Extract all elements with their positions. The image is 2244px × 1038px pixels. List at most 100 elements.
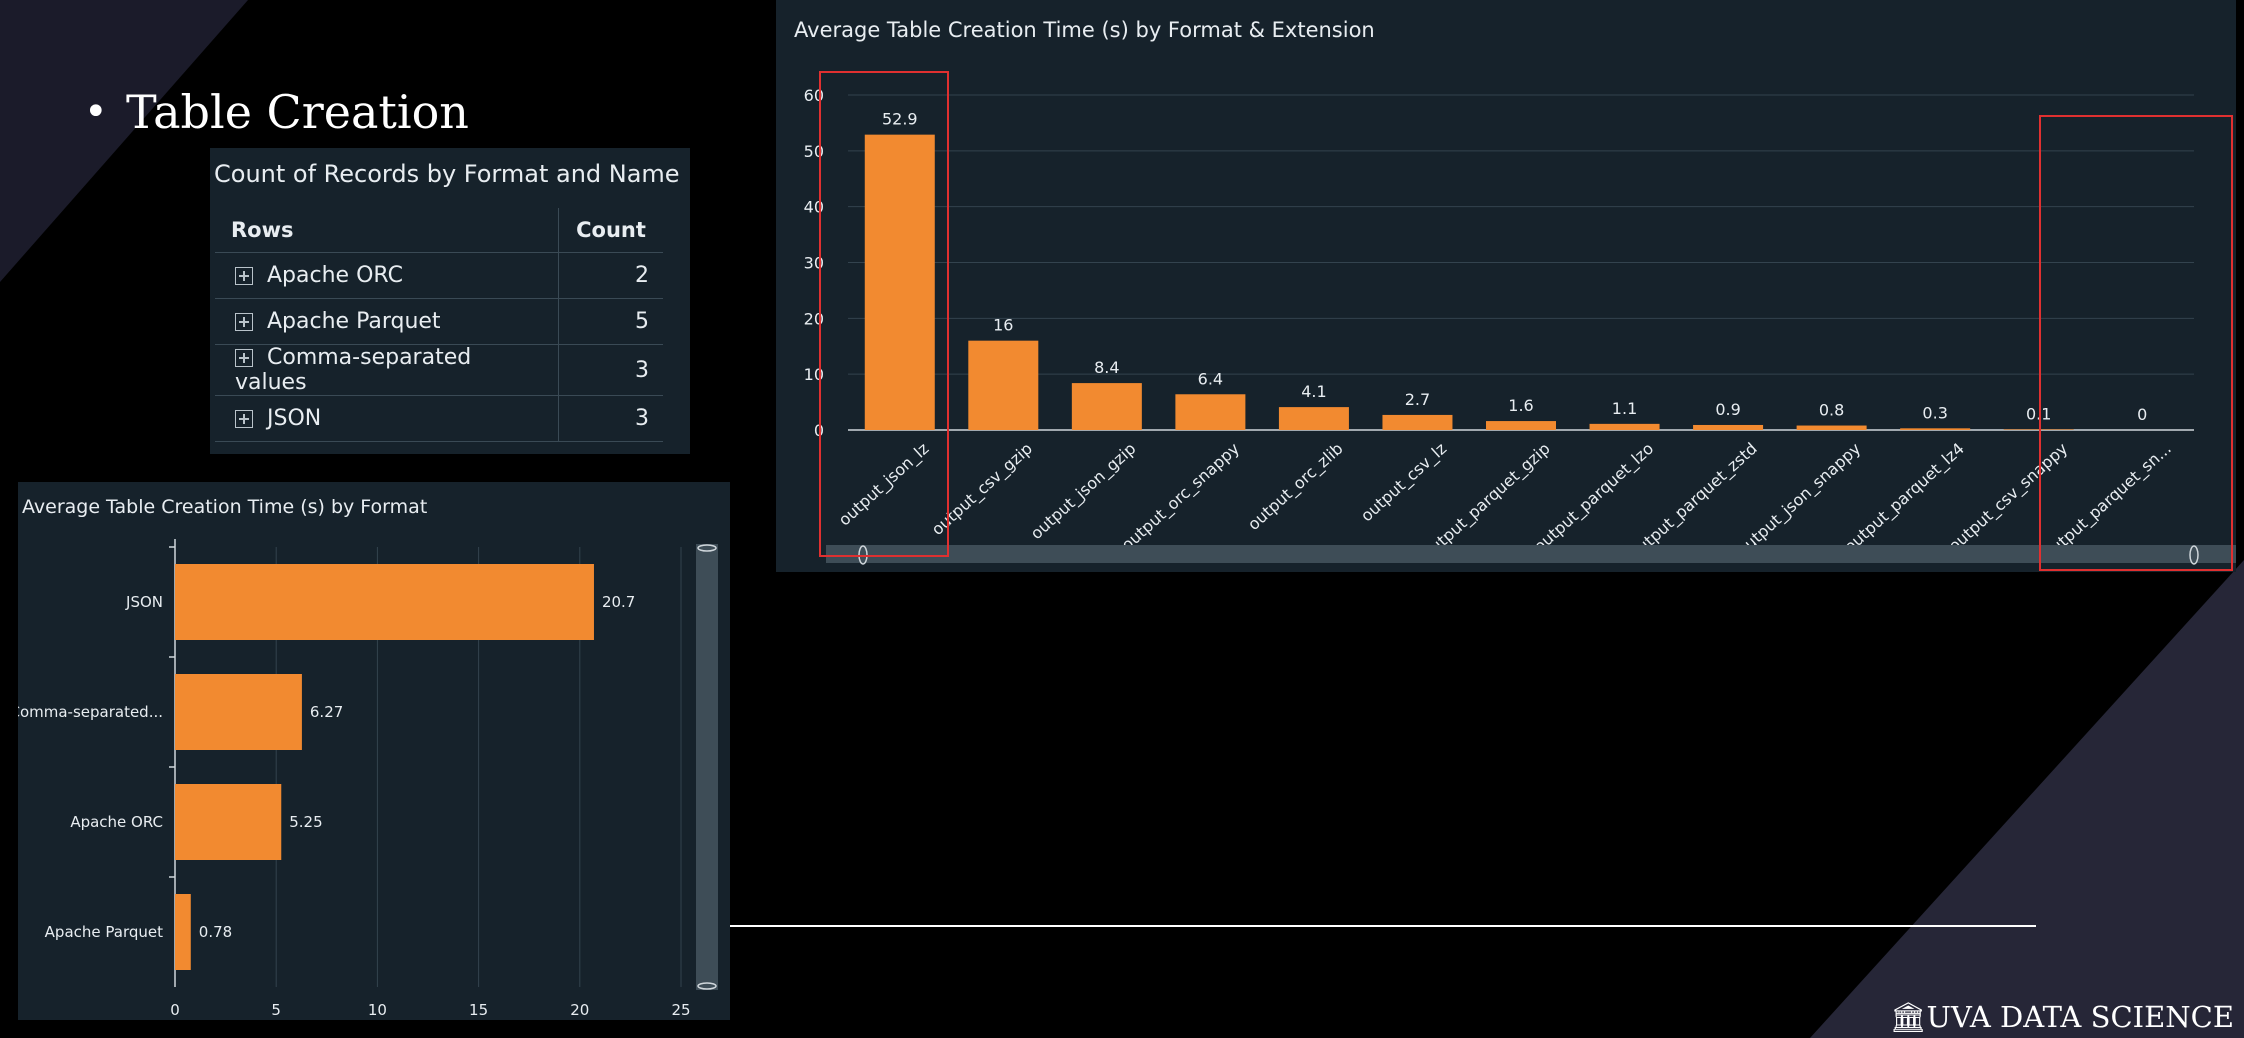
pivot-header-row: Rows Count xyxy=(215,208,663,253)
bar xyxy=(2003,429,2074,430)
row-count: 3 xyxy=(558,344,663,396)
format-bar-chart-panel: Average Table Creation Time (s) by Forma… xyxy=(18,482,730,1020)
data-label: 52.9 xyxy=(882,110,918,129)
extension-chart-title: Average Table Creation Time (s) by Forma… xyxy=(794,18,1375,42)
bar xyxy=(1278,407,1349,430)
bullet-dot: • xyxy=(84,89,108,135)
bar xyxy=(1900,428,1971,430)
bar xyxy=(1693,424,1764,430)
table-row: JSON 3 xyxy=(215,395,663,442)
data-label: 0.3 xyxy=(1922,403,1947,422)
data-label: 0.78 xyxy=(199,923,232,941)
y-tick-label: 30 xyxy=(804,254,824,273)
bar xyxy=(864,134,935,430)
expand-icon[interactable] xyxy=(235,410,253,428)
pivot-table-title: Count of Records by Format and Name xyxy=(214,160,680,188)
table-row: Apache ORC 2 xyxy=(215,252,663,299)
data-label: 20.7 xyxy=(602,593,635,611)
expand-icon[interactable] xyxy=(235,313,253,331)
data-label: 5.25 xyxy=(289,813,322,831)
extension-bar-chart-panel: Average Table Creation Time (s) by Forma… xyxy=(776,0,2236,572)
x-tick-label: 5 xyxy=(271,1001,281,1019)
pivot-table: Rows Count Apache ORC 2 Apache Parquet 5… xyxy=(215,208,663,442)
pivot-table-panel: Count of Records by Format and Name Rows… xyxy=(210,148,690,454)
bar xyxy=(1071,383,1142,430)
y-tick-label: 40 xyxy=(804,198,824,217)
bar xyxy=(1589,423,1660,430)
scroll-handle-right xyxy=(2189,545,2199,565)
row-label: JSON xyxy=(267,406,322,431)
y-tick-label: 60 xyxy=(804,86,824,105)
row-label: Apache ORC xyxy=(267,263,403,288)
x-tick-label: 25 xyxy=(671,1001,690,1019)
y-tick-label: Apache Parquet xyxy=(45,923,163,941)
y-tick-label: 50 xyxy=(804,142,824,161)
bar xyxy=(1175,394,1246,430)
slide-bullet-text: Table Creation xyxy=(126,85,469,139)
row-label: Apache Parquet xyxy=(267,309,441,334)
divider-line xyxy=(730,925,2036,927)
y-tick-label: 20 xyxy=(804,309,824,328)
background-shape-bottom-right xyxy=(1810,560,2244,1038)
row-count: 2 xyxy=(558,252,663,299)
data-label: 8.4 xyxy=(1094,358,1119,377)
data-label: 0.9 xyxy=(1715,400,1740,419)
data-label: 0.1 xyxy=(2026,404,2051,423)
vertical-scrollbar xyxy=(696,544,718,990)
y-tick-label: Apache ORC xyxy=(70,813,163,831)
y-tick-label: Comma-separated... xyxy=(18,703,163,721)
row-count: 3 xyxy=(558,395,663,442)
format-bar-chart: 0 5 10 15 20 25 20.7 JSON 6.27 Comma-separated...… xyxy=(18,539,718,1019)
background-shape-top-left xyxy=(0,0,248,282)
rotunda-icon: 🏛 xyxy=(1889,1000,1927,1034)
highlight-box-right xyxy=(2039,115,2233,571)
data-label: 1.6 xyxy=(1508,396,1533,415)
bar xyxy=(175,674,302,750)
data-label: 6.4 xyxy=(1198,369,1223,388)
row-count: 5 xyxy=(558,298,663,345)
uva-logo: 🏛UVA DATA SCIENCE xyxy=(1890,1000,2234,1035)
header-rows[interactable]: Rows xyxy=(215,208,559,253)
data-label: 16 xyxy=(993,316,1013,335)
data-label: 4.1 xyxy=(1301,382,1326,401)
x-tick-label: output_json_lz xyxy=(835,439,933,530)
data-label: 0 xyxy=(2137,405,2147,424)
expand-icon[interactable] xyxy=(235,349,253,367)
bar xyxy=(968,340,1039,430)
y-tick-label: 10 xyxy=(804,365,824,384)
data-label: 2.7 xyxy=(1405,390,1430,409)
table-row: Apache Parquet 5 xyxy=(215,298,663,345)
data-label: 1.1 xyxy=(1612,399,1637,418)
bar xyxy=(175,784,282,860)
x-tick-label: output_json_gzip xyxy=(1027,439,1140,544)
highlight-box-left xyxy=(819,71,949,557)
data-label: 6.27 xyxy=(310,703,343,721)
x-tick-label: 0 xyxy=(170,1001,180,1019)
y-tick-label: 0 xyxy=(814,421,824,440)
bar xyxy=(1486,421,1556,430)
format-chart-title: Average Table Creation Time (s) by Forma… xyxy=(22,496,428,518)
x-tick-label: output_csv_lz xyxy=(1357,439,1451,526)
data-label: 0.8 xyxy=(1819,401,1844,420)
x-tick-label: 10 xyxy=(368,1001,387,1019)
scroll-handle-bottom xyxy=(697,982,717,990)
x-tick-label: output_csv_gzip xyxy=(928,439,1037,540)
row-label: Comma-separated values xyxy=(235,345,472,395)
extension-bar-chart: 0 10 20 30 40 50 60 52.9 output_json_lz 16 output_… xyxy=(804,71,2236,571)
bar xyxy=(175,564,594,640)
bar xyxy=(175,894,191,970)
bar xyxy=(1796,425,1867,430)
logo-text: UVA DATA SCIENCE xyxy=(1926,1000,2234,1034)
y-tick-label: JSON xyxy=(125,593,163,611)
x-tick-label: 20 xyxy=(570,1001,589,1019)
slide-bullet: • Table Creation xyxy=(84,80,469,144)
horizontal-scrollbar xyxy=(826,545,2236,563)
scroll-handle-top xyxy=(697,544,717,552)
header-count[interactable]: Count xyxy=(558,208,663,253)
bar xyxy=(1382,414,1453,430)
x-tick-label: output_orc_snappy xyxy=(1118,439,1244,555)
table-row: Comma-separated values 3 xyxy=(215,344,663,396)
expand-icon[interactable] xyxy=(235,267,253,285)
x-tick-label: 15 xyxy=(469,1001,488,1019)
x-tick-label: output_orc_zlib xyxy=(1244,439,1347,535)
